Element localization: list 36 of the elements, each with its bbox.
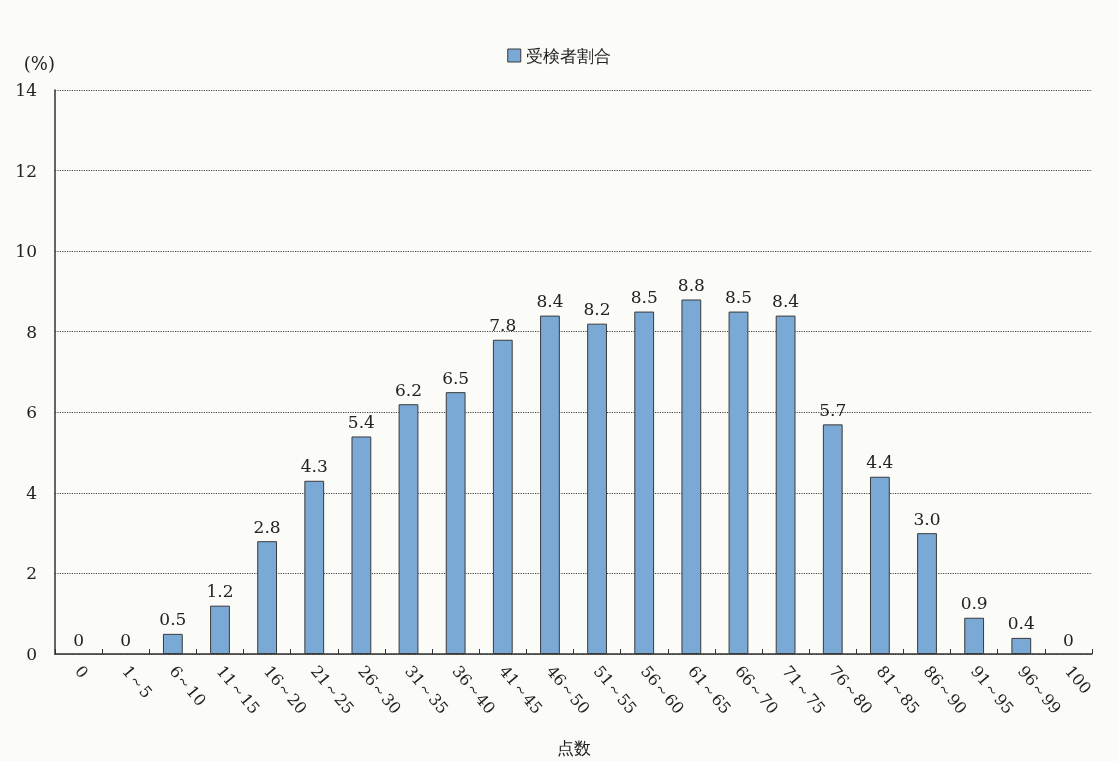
data-label: 4.4 bbox=[866, 452, 894, 473]
data-label: 1.2 bbox=[206, 581, 234, 602]
legend-label: 受検者割合 bbox=[525, 45, 611, 66]
data-label: 8.4 bbox=[772, 291, 800, 312]
data-label: 6.5 bbox=[442, 367, 470, 388]
data-label: 2.8 bbox=[253, 516, 281, 537]
data-label: 7.8 bbox=[489, 315, 517, 336]
x-tick-label: 0 bbox=[71, 661, 93, 682]
data-label: 4.3 bbox=[300, 456, 328, 477]
x-axis-title: 点数 bbox=[556, 737, 591, 758]
data-label: 8.5 bbox=[724, 287, 752, 308]
data-label: 6.2 bbox=[395, 379, 423, 400]
data-label: 5.7 bbox=[819, 399, 847, 420]
data-label: 8.8 bbox=[677, 274, 705, 295]
data-label: 0.4 bbox=[1007, 613, 1035, 634]
y-tick-label: 0 bbox=[26, 644, 37, 664]
y-tick-label: 4 bbox=[26, 482, 37, 503]
data-label: 0 bbox=[1063, 629, 1074, 650]
x-tick-label: 6～10 bbox=[165, 661, 211, 710]
y-tick-label: 2 bbox=[26, 563, 37, 584]
data-label: 0.9 bbox=[960, 593, 988, 614]
y-tick-label: 10 bbox=[15, 241, 37, 262]
data-label: 8.2 bbox=[583, 299, 611, 320]
y-tick-label: 8 bbox=[26, 321, 37, 342]
y-axis-title: (%) bbox=[23, 52, 55, 74]
data-label: 8.5 bbox=[630, 287, 658, 308]
data-label: 0 bbox=[120, 629, 132, 650]
data-label: 0 bbox=[73, 629, 84, 650]
y-tick-label: 14 bbox=[15, 80, 37, 100]
y-tick-label: 12 bbox=[15, 160, 37, 181]
data-label: 0.5 bbox=[159, 609, 187, 630]
data-label: 3.0 bbox=[913, 508, 941, 529]
data-label: 5.4 bbox=[347, 411, 375, 432]
y-tick-label: 6 bbox=[26, 402, 37, 423]
data-label: 8.4 bbox=[536, 291, 564, 312]
x-tick-label: 1～5 bbox=[118, 661, 157, 702]
